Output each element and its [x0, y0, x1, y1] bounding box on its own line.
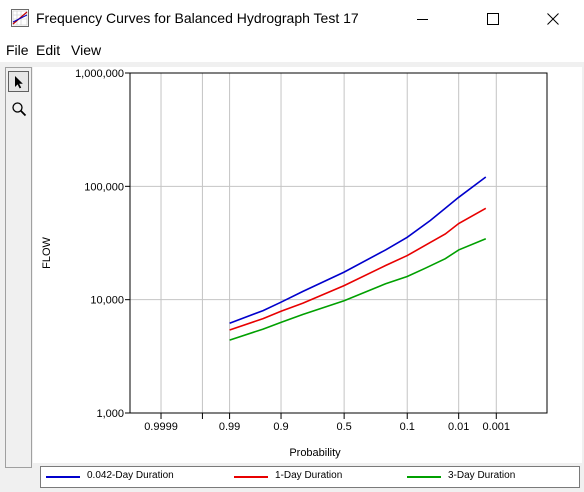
maximize-button[interactable] [470, 0, 516, 38]
y-tick-label: 1,000,000 [75, 68, 124, 80]
menu-bar: File Edit View [0, 38, 584, 62]
x-tick-label: 0.001 [483, 421, 511, 433]
legend-label: 0.042-Day Duration [87, 470, 174, 481]
close-button[interactable] [530, 0, 576, 38]
chart-legend: 0.042-Day Duration 1-Day Duration 3-Day … [40, 466, 580, 488]
maximize-icon [487, 13, 499, 25]
y-tick-label: 100,000 [84, 181, 124, 193]
menu-edit[interactable]: Edit [36, 42, 61, 58]
pointer-tool-button[interactable] [8, 71, 29, 92]
axis-layer: 0.9999 0.99 0.9 0.5 0.1 0.01 0.001 1,000 10,000 1… [75, 68, 510, 433]
close-icon [547, 13, 559, 25]
x-axis-title: Probability [289, 447, 341, 459]
plot-area: 0.9999 0.99 0.9 0.5 0.1 0.01 0.001 1,000 10,000 1… [33, 67, 582, 463]
minimize-icon [417, 19, 428, 20]
plot-toolbar [5, 67, 32, 468]
grid-layer [130, 72, 547, 414]
y-tick-label: 1,000 [96, 408, 124, 420]
series-line-1 [229, 176, 487, 324]
x-tick-label: 0.9 [273, 421, 288, 433]
frequency-chart[interactable]: 0.9999 0.99 0.9 0.5 0.1 0.01 0.001 1,000 10,000 1… [33, 67, 582, 463]
zoom-tool-button[interactable] [8, 98, 29, 119]
chart-app-icon [11, 9, 29, 27]
x-tick-label: 0.5 [336, 421, 351, 433]
x-tick-label: 0.1 [400, 421, 415, 433]
x-tick-label: 0.9999 [144, 421, 178, 433]
series-layer [229, 176, 487, 341]
legend-swatch [407, 476, 441, 478]
legend-swatch [46, 476, 80, 478]
zoom-icon [11, 101, 26, 116]
y-tick-label: 10,000 [90, 295, 124, 307]
y-axis-title: FLOW [41, 236, 53, 268]
legend-label: 1-Day Duration [275, 470, 343, 481]
series-line-3 [229, 237, 487, 341]
x-tick-label: 0.01 [448, 421, 469, 433]
title-bar: Frequency Curves for Balanced Hydrograph… [0, 0, 584, 39]
x-tick-label: 0.99 [219, 421, 240, 433]
legend-label: 3-Day Duration [448, 470, 516, 481]
menu-file[interactable]: File [6, 42, 29, 58]
series-line-2 [229, 207, 487, 331]
plot-frame [129, 72, 548, 414]
legend-swatch [234, 476, 268, 478]
window-title: Frequency Curves for Balanced Hydrograph… [36, 10, 359, 26]
minimize-button[interactable] [400, 0, 446, 38]
menu-view[interactable]: View [71, 42, 102, 58]
pointer-icon [14, 75, 23, 88]
